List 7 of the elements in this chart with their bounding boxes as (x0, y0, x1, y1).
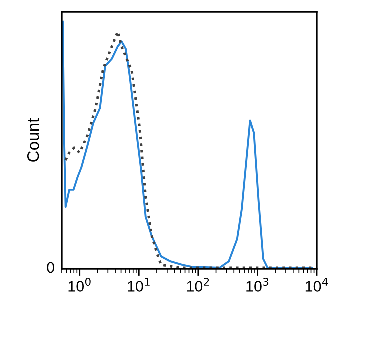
x-tick-label: 10$^{1}$ (128, 278, 150, 292)
x-tick-label: 10$^{4}$ (306, 278, 328, 292)
y-axis-title: Count (27, 118, 40, 162)
text: 0 (47, 262, 54, 274)
x-tick-label: 10$^{0}$ (68, 278, 91, 292)
x-tick-label: 10$^{3}$ (246, 278, 269, 292)
x-tick-label: 10$^{2}$ (187, 278, 210, 292)
